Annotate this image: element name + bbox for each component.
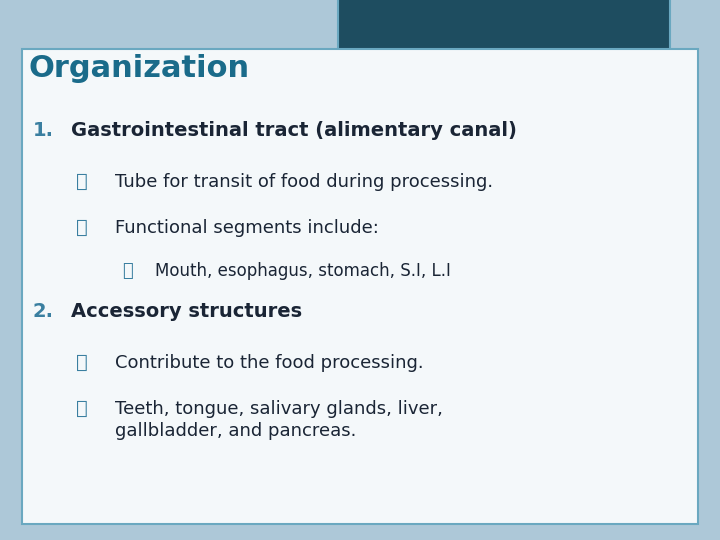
Text: ❧: ❧ — [76, 173, 87, 191]
Text: 2.: 2. — [32, 302, 53, 321]
Text: ❧: ❧ — [76, 219, 87, 237]
FancyBboxPatch shape — [338, 0, 670, 65]
Text: Tube for transit of food during processing.: Tube for transit of food during processi… — [115, 173, 493, 191]
Text: ❧: ❧ — [122, 262, 133, 280]
Text: 1.: 1. — [32, 122, 53, 140]
Text: Organization: Organization — [29, 54, 250, 83]
Text: ❧: ❧ — [76, 354, 87, 372]
Text: Contribute to the food processing.: Contribute to the food processing. — [115, 354, 424, 372]
Text: ❧: ❧ — [76, 400, 87, 417]
Text: Accessory structures: Accessory structures — [71, 302, 302, 321]
Text: Gastrointestinal tract (alimentary canal): Gastrointestinal tract (alimentary canal… — [71, 122, 516, 140]
Text: Mouth, esophagus, stomach, S.I, L.I: Mouth, esophagus, stomach, S.I, L.I — [155, 262, 451, 280]
FancyBboxPatch shape — [22, 49, 698, 524]
Text: Teeth, tongue, salivary glands, liver,
gallbladder, and pancreas.: Teeth, tongue, salivary glands, liver, g… — [115, 400, 443, 441]
Text: Functional segments include:: Functional segments include: — [115, 219, 379, 237]
